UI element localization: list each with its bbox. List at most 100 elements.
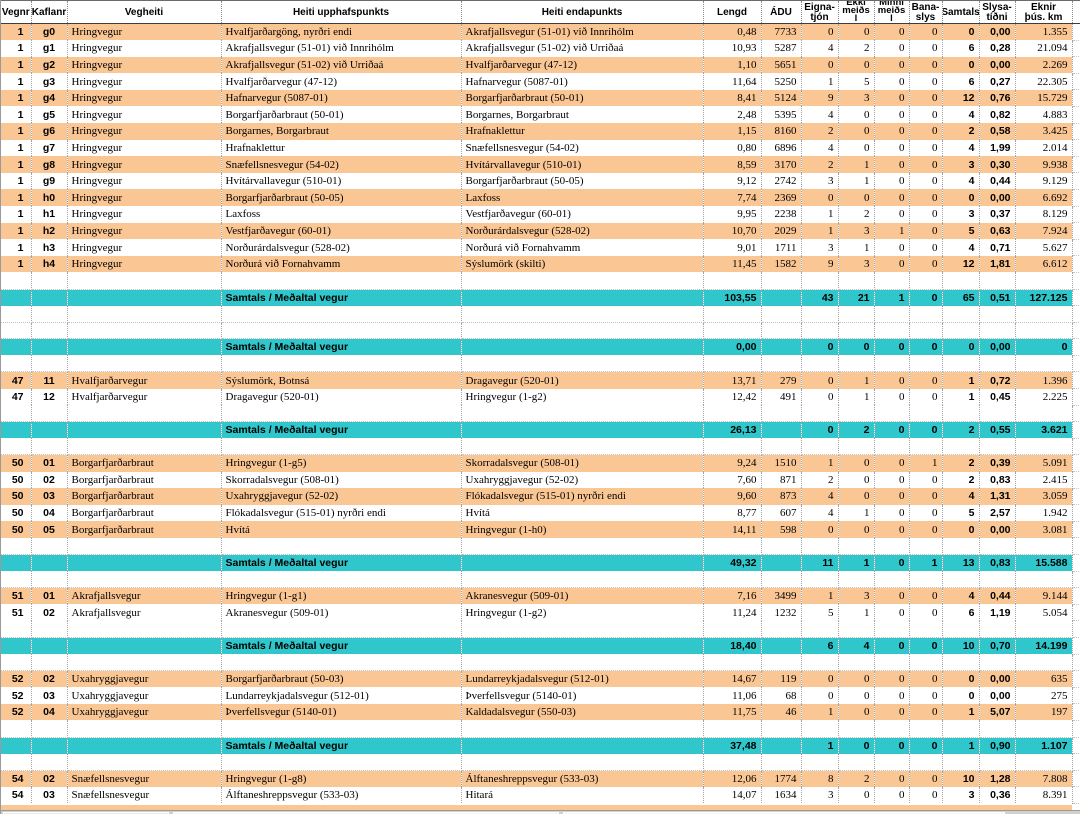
cell-k[interactable] [31, 405, 68, 423]
cell-em[interactable]: 1 [838, 554, 875, 572]
cell-vh[interactable]: Hringvegur [67, 89, 222, 107]
cell-em[interactable] [838, 272, 875, 290]
cell-en[interactable]: Kaldadalsvegur (550-03) [461, 703, 704, 721]
cell-k[interactable]: g5 [31, 106, 68, 124]
cell-adu[interactable] [761, 355, 802, 373]
cell-adu[interactable] [761, 272, 802, 290]
cell-up[interactable]: Uxahryggjavegur (52-02) [221, 488, 462, 505]
column-header-up[interactable]: Heiti upphafspunkts [221, 0, 462, 24]
cell-em[interactable]: 0 [838, 189, 875, 207]
cell-mm[interactable]: 0 [874, 504, 910, 522]
cell-spacer[interactable] [1072, 654, 1080, 672]
cell-em[interactable] [838, 571, 875, 589]
cell-sl[interactable]: 0,83 [979, 471, 1016, 489]
cell-adu[interactable]: 1774 [761, 770, 802, 787]
cell-le[interactable]: 9,60 [703, 488, 762, 505]
cell-up[interactable]: Álftaneshreppsvegur (533-03) [221, 786, 462, 804]
cell-adu[interactable]: 1510 [761, 454, 802, 472]
cell-en[interactable]: Lundarreykjadalsvegur (512-01) [461, 670, 704, 688]
cell-adu[interactable]: 607 [761, 504, 802, 522]
cell-en[interactable]: Dragavegur (520-01) [461, 371, 704, 389]
cell-spacer[interactable] [1072, 388, 1080, 406]
cell-adu[interactable] [761, 637, 802, 655]
cell-up[interactable]: Samtals / Meðaltal vegur [221, 338, 462, 356]
cell-ek[interactable] [1015, 720, 1073, 738]
cell-spacer[interactable] [1072, 255, 1080, 273]
cell-up[interactable] [221, 537, 462, 555]
cell-st[interactable]: 1 [942, 388, 980, 406]
cell-em[interactable] [838, 355, 875, 373]
cell-le[interactable]: 0,80 [703, 139, 762, 157]
cell-le[interactable]: 14,07 [703, 786, 762, 804]
cell-ej[interactable]: 11 [801, 554, 839, 572]
cell-spacer[interactable] [1072, 106, 1080, 124]
cell-v[interactable]: 1 [1, 56, 32, 74]
cell-sl[interactable]: 0,00 [979, 338, 1016, 356]
cell-vh[interactable]: Hvalfjarðarvegur [67, 388, 222, 406]
cell-bs[interactable]: 0 [909, 23, 943, 41]
cell-up[interactable] [221, 720, 462, 738]
cell-adu[interactable]: 1232 [761, 604, 802, 621]
cell-ek[interactable] [1015, 753, 1073, 771]
cell-mm[interactable] [874, 355, 910, 373]
cell-sl[interactable] [979, 272, 1016, 290]
cell-vh[interactable]: Hringvegur [67, 106, 222, 124]
cell-ej[interactable] [801, 753, 839, 771]
cell-ej[interactable]: 6 [801, 637, 839, 655]
cell-spacer[interactable] [1072, 521, 1080, 539]
column-header-bs[interactable]: Bana- slys [909, 0, 943, 24]
cell-spacer[interactable] [1072, 720, 1080, 738]
cell-ej[interactable]: 4 [801, 488, 839, 505]
cell-k[interactable]: 01 [31, 454, 68, 472]
cell-le[interactable]: 9,01 [703, 239, 762, 256]
column-header-em[interactable]: Ekki meiðs l [838, 0, 875, 24]
column-header-spacer[interactable] [1072, 0, 1080, 24]
cell-mm[interactable]: 0 [874, 156, 910, 173]
cell-le[interactable] [703, 720, 762, 738]
cell-v[interactable]: 1 [1, 73, 32, 90]
cell-st[interactable]: 2 [942, 123, 980, 140]
cell-mm[interactable] [874, 654, 910, 672]
cell-le[interactable]: 14,11 [703, 521, 762, 538]
cell-ej[interactable] [801, 620, 839, 638]
cell-mm[interactable] [874, 272, 910, 290]
cell-em[interactable]: 0 [838, 488, 875, 505]
cell-sl[interactable]: 2,57 [979, 504, 1016, 522]
cell-adu[interactable] [761, 620, 802, 638]
cell-spacer[interactable] [1072, 40, 1080, 58]
cell-adu[interactable] [761, 305, 802, 323]
cell-vh[interactable]: Akrafjallsvegur [67, 604, 222, 621]
cell-up[interactable]: Hvítárvallavegur (510-01) [221, 172, 462, 190]
cell-vh[interactable]: Hringvegur [67, 40, 222, 57]
cell-mm[interactable]: 0 [874, 123, 910, 140]
cell-adu[interactable]: 5124 [761, 89, 802, 107]
cell-ej[interactable]: 0 [801, 371, 839, 389]
cell-spacer[interactable] [1072, 703, 1080, 721]
cell-adu[interactable]: 6896 [761, 139, 802, 157]
column-header-st[interactable]: Samtals [942, 0, 980, 24]
cell-le[interactable]: 9,95 [703, 206, 762, 223]
cell-le[interactable]: 11,45 [703, 255, 762, 273]
cell-le[interactable] [703, 654, 762, 672]
cell-mm[interactable]: 0 [874, 371, 910, 389]
cell-en[interactable] [461, 620, 704, 638]
cell-en[interactable] [461, 338, 704, 356]
cell-adu[interactable]: 1711 [761, 239, 802, 256]
cell-em[interactable]: 0 [838, 471, 875, 489]
cell-ej[interactable]: 43 [801, 289, 839, 306]
cell-le[interactable] [703, 571, 762, 589]
cell-adu[interactable]: 119 [761, 670, 802, 688]
cell-le[interactable]: 1,10 [703, 56, 762, 74]
cell-vh[interactable]: Borgarfjarðarbraut [67, 488, 222, 505]
cell-em[interactable]: 0 [838, 139, 875, 157]
cell-le[interactable] [703, 537, 762, 555]
cell-sl[interactable]: 0,00 [979, 521, 1016, 538]
cell-sl[interactable]: 0,27 [979, 73, 1016, 90]
cell-ej[interactable]: 2 [801, 471, 839, 489]
cell-ek[interactable]: 275 [1015, 687, 1073, 704]
cell-mm[interactable]: 0 [874, 239, 910, 256]
cell-up[interactable]: Akranesvegur (509-01) [221, 604, 462, 621]
cell-en[interactable]: Sýslumörk (skilti) [461, 255, 704, 273]
cell-vh[interactable]: Hringvegur [67, 23, 222, 41]
cell-ej[interactable]: 1 [801, 703, 839, 721]
